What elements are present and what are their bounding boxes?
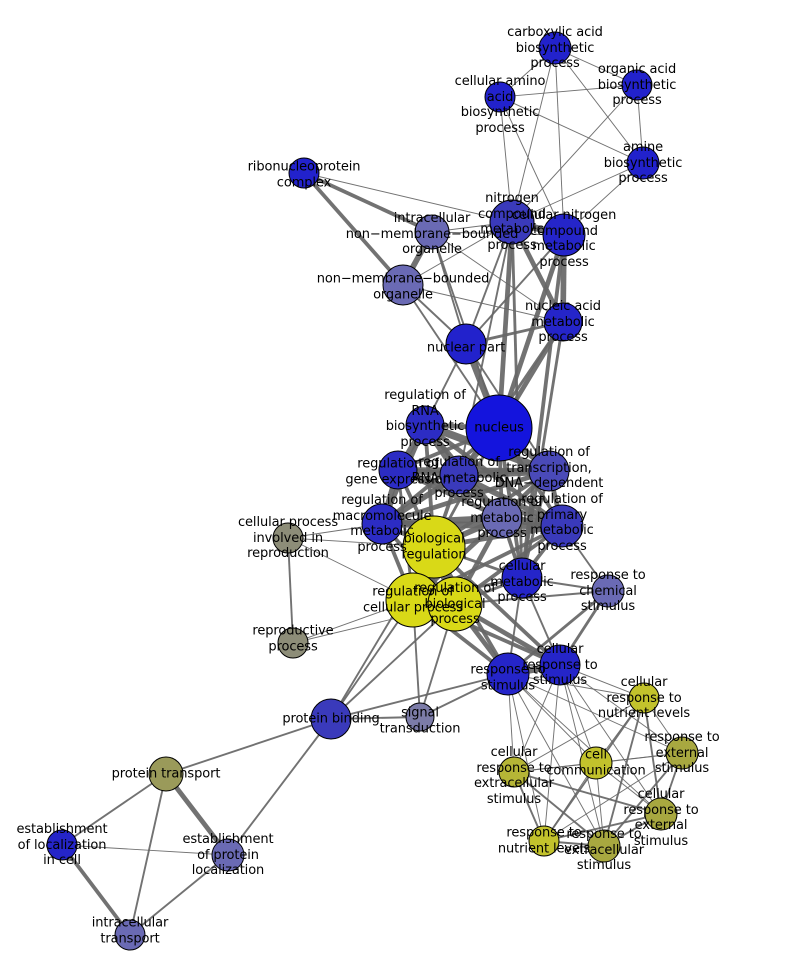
graph-edge bbox=[465, 234, 565, 345]
graph-node-regulation_of_metabolic_process[interactable] bbox=[481, 497, 523, 539]
graph-edge bbox=[507, 673, 683, 754]
graph-node-regulation_of_gene_expression[interactable] bbox=[378, 450, 418, 490]
graph-node-cellular_amino_acid_biosynthetic_process[interactable] bbox=[484, 81, 516, 113]
graph-node-cellular_nitrogen_compound_metabolic_process[interactable] bbox=[542, 213, 586, 257]
node-layer bbox=[46, 31, 699, 951]
graph-edge bbox=[330, 673, 509, 720]
graph-node-organic_acid_biosynthetic_process[interactable] bbox=[621, 69, 653, 101]
graph-node-response_to_extracellular_stimulus[interactable] bbox=[587, 829, 621, 863]
graph-node-non_membrane_bounded_organelle[interactable] bbox=[382, 264, 424, 306]
graph-node-cellular_response_to_extracellular_stimulus[interactable] bbox=[498, 756, 530, 788]
graph-edge bbox=[559, 664, 662, 815]
graph-node-nucleic_acid_metabolic_process[interactable] bbox=[543, 302, 583, 342]
graph-edge bbox=[129, 773, 167, 936]
graph-edge bbox=[496, 221, 515, 429]
graph-node-carboxylic_acid_biosynthetic_process[interactable] bbox=[538, 31, 572, 65]
graph-node-signal_transduction[interactable] bbox=[405, 702, 435, 732]
graph-node-establishment_of_protein_localization[interactable] bbox=[211, 838, 245, 872]
graph-node-regulation_of_primary_metabolic_process[interactable] bbox=[540, 504, 584, 548]
graph-edge bbox=[554, 47, 644, 164]
graph-edge bbox=[559, 664, 683, 754]
graph-edge bbox=[520, 321, 565, 579]
graph-edge bbox=[543, 664, 561, 842]
graph-edge bbox=[330, 603, 456, 720]
graph-edge bbox=[303, 171, 433, 234]
graph-edge bbox=[603, 697, 645, 847]
graph-node-cellular_response_to_stimulus[interactable] bbox=[539, 644, 581, 686]
graph-node-cellular_response_to_nutrient_levels[interactable] bbox=[628, 682, 660, 714]
graph-node-nuclear_part[interactable] bbox=[445, 323, 487, 365]
graph-node-regulation_of_rna_biosynthetic_process[interactable] bbox=[405, 405, 445, 445]
graph-node-regulation_of_transcription_dna_dependent[interactable] bbox=[528, 450, 570, 492]
graph-node-response_to_stimulus[interactable] bbox=[486, 652, 530, 696]
graph-node-cell_communication[interactable] bbox=[579, 746, 613, 780]
graph-edge bbox=[397, 467, 563, 529]
graph-node-regulation_of_rna_metabolic_process[interactable] bbox=[439, 455, 479, 495]
graph-edge bbox=[554, 47, 565, 236]
graph-node-response_to_chemical_stimulus[interactable] bbox=[591, 574, 625, 608]
graph-node-response_to_nutrient_levels[interactable] bbox=[528, 825, 560, 857]
edge-layer bbox=[60, 47, 683, 937]
graph-edge bbox=[513, 697, 645, 773]
graph-edge bbox=[165, 718, 332, 775]
graph-node-protein_transport[interactable] bbox=[148, 756, 184, 792]
graph-edge bbox=[507, 673, 645, 699]
graph-edge bbox=[543, 813, 662, 842]
graph-node-cellular_response_to_external_stimulus[interactable] bbox=[644, 797, 678, 831]
graph-edge bbox=[499, 84, 638, 98]
graph-edge bbox=[303, 172, 513, 223]
graph-edge bbox=[499, 96, 644, 164]
graph-edge bbox=[507, 673, 605, 847]
graph-edge bbox=[513, 771, 605, 847]
graph-node-biological_regulation[interactable] bbox=[402, 515, 466, 579]
graph-edge bbox=[499, 96, 565, 236]
graph-node-reproductive_process[interactable] bbox=[277, 627, 309, 659]
graph-node-cellular_process_involved_in_reproduction[interactable] bbox=[272, 522, 304, 554]
graph-node-regulation_of_macromolecule_metabolic_process[interactable] bbox=[361, 503, 403, 545]
graph-edge bbox=[381, 468, 550, 527]
graph-edge bbox=[60, 843, 132, 937]
graph-node-protein_binding[interactable] bbox=[310, 698, 352, 740]
graph-edge bbox=[302, 171, 405, 287]
graph-node-cellular_metabolic_process[interactable] bbox=[501, 557, 543, 599]
graph-edge bbox=[511, 162, 644, 223]
graph-edge bbox=[507, 673, 545, 842]
graph-node-regulation_of_biological_process[interactable] bbox=[427, 576, 483, 632]
graph-edge bbox=[129, 854, 229, 936]
graph-node-intracellular_non_membrane_bounded_organelle[interactable] bbox=[414, 214, 450, 250]
graph-edge bbox=[496, 234, 567, 429]
graph-node-response_to_external_stimulus[interactable] bbox=[665, 736, 699, 770]
graph-edge bbox=[61, 773, 167, 846]
graph-node-ribonucleoprotein_complex[interactable] bbox=[288, 157, 320, 189]
graph-edge bbox=[61, 844, 229, 856]
graph-edge bbox=[507, 673, 662, 815]
graph-edge bbox=[513, 771, 662, 815]
graph-edge bbox=[511, 47, 556, 223]
graph-node-nucleus[interactable] bbox=[465, 394, 533, 462]
graph-node-establishment_of_localization_in_cell[interactable] bbox=[46, 829, 78, 861]
graph-edge bbox=[543, 752, 683, 842]
graph-node-nitrogen_compound_metabolic_process[interactable] bbox=[489, 199, 535, 245]
graph-node-amine_biosynthetic_process[interactable] bbox=[626, 146, 660, 180]
graph-node-intracellular_transport[interactable] bbox=[114, 919, 146, 951]
graph-edge bbox=[227, 718, 332, 856]
graph-edge bbox=[507, 589, 609, 676]
graph-edge bbox=[287, 537, 294, 644]
graph-edge bbox=[511, 84, 638, 223]
